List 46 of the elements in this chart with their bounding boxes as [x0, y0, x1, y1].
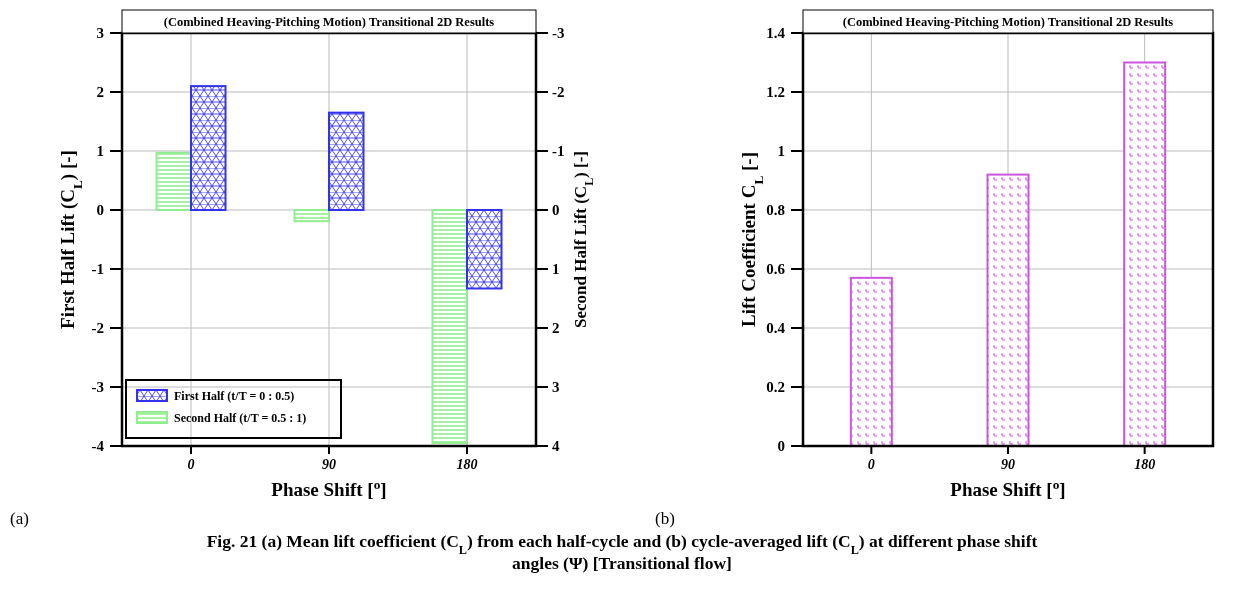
y2-tick-label: 4: [552, 438, 560, 455]
y-tick-label: 0.2: [766, 379, 785, 396]
bar: [849, 276, 893, 447]
chart-title: (Combined Heaving-Pitching Motion) Transitional 2D Results: [842, 15, 1174, 29]
y-tick-label: -1: [91, 261, 104, 278]
y-tick-label: 3: [96, 25, 104, 42]
y-tick-label: -2: [91, 320, 104, 337]
y-tick-label: -3: [91, 379, 104, 396]
bar: [190, 85, 227, 211]
x-tick-label: 0: [187, 457, 195, 472]
y-tick-label: 1: [96, 143, 104, 160]
x-axis-title: Phase Shift [$^{o}$]: [950, 476, 1066, 500]
bar: [1123, 61, 1167, 447]
text: (a): [10, 509, 29, 528]
y-tick-label: 1: [777, 143, 785, 160]
y2-tick-label: -2: [552, 84, 565, 101]
x-tick-label: 90: [322, 457, 336, 472]
text: Fig. 21 (a) Mean lift coefficient (C$_{L}$) from each half-cycle and (b) cycle-averaged lift (C$_{L}$) at different phase shift angles (Ψ) [Transitional flow]: [206, 531, 1038, 573]
bar: [293, 209, 330, 223]
x-tick-label: 90: [1001, 457, 1015, 472]
x-tick-label: 0: [867, 457, 875, 472]
y-tick-label: 0.6: [766, 261, 786, 278]
y-tick-label: 1.4: [766, 25, 786, 42]
y-tick-label: 1.2: [766, 84, 785, 101]
y2-tick-label: 2: [552, 320, 560, 337]
y-tick-label: -4: [91, 438, 105, 455]
text: (b): [655, 509, 675, 528]
y2-tick-label: -3: [552, 25, 565, 42]
bar: [431, 209, 468, 445]
y-tick-label: 0: [777, 438, 785, 455]
y2-tick-label: 0: [552, 202, 560, 219]
y-tick-label: 2: [96, 84, 104, 101]
y-tick-label: 0: [96, 202, 104, 219]
legend-label: Second Half (t/T = 0.5 : 1): [174, 411, 307, 425]
legend-label: First Half (t/T = 0 : 0.5): [174, 389, 295, 403]
y2-tick-label: -1: [552, 143, 565, 160]
y-tick-label: 0.4: [766, 320, 786, 337]
x-tick-label: 180: [1134, 457, 1156, 472]
y2-tick-label: 1: [552, 261, 560, 278]
bar: [328, 111, 365, 211]
y-tick-label: 0.8: [766, 202, 785, 219]
x-tick-label: 180: [456, 457, 478, 472]
x-axis-title: Phase Shift [$^{o}$]: [271, 476, 387, 500]
y2-tick-label: 3: [552, 379, 560, 396]
chart-title: (Combined Heaving-Pitching Motion) Transitional 2D Results: [163, 15, 495, 29]
bar: [986, 173, 1030, 447]
